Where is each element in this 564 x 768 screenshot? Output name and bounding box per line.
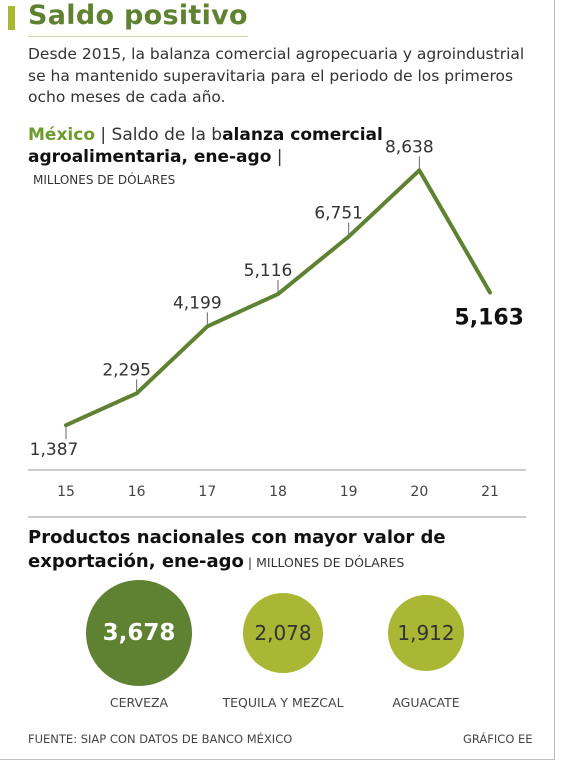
intro-text: Desde 2015, la balanza comercial agropec… [28,45,525,106]
page-title: Saldo positivo [28,0,248,31]
bubble-section-units: MILLONES DE DÓLARES [256,555,405,570]
line-chart-title: México | Saldo de la balanza comercial a… [28,124,548,168]
x-tick-label: 20 [410,484,428,500]
bubble-cerveza: 3,678 [86,580,192,686]
x-tick-label: 18 [269,484,287,500]
bubble-section-separator: | [243,555,257,570]
bubble-aguacate: 1,912 [387,594,465,672]
source-note: FUENTE: SIAP CON DATOS DE BANCO MÉXICO [28,732,293,746]
data-label: 2,295 [102,360,151,380]
line-chart: 15 16 17 18 19 20 21 1,387 2,295 4,199 5,116 6,751 8… [28,137,526,518]
bubble-value-label: 3,678 [102,620,176,646]
x-tick-label: 17 [198,484,216,500]
x-tick-label: 16 [128,484,146,500]
bubble-value-label: 1,912 [397,620,455,645]
data-label: 1,387 [30,440,79,460]
bubble-category-label: TEQUILA Y MEZCAL [222,695,344,710]
title-underline [28,36,248,37]
line-chart-title-bold: alanza comercial agroalimentaria, ene-ag… [28,125,383,167]
line-chart-title-light: Saldo de la b [111,125,223,145]
series-line [64,168,492,428]
data-label: 6,751 [314,204,363,224]
data-label: 8,638 [385,137,434,157]
graphic-credit: GRÁFICO EE [463,732,533,746]
line-chart-title-separator: | [95,125,112,145]
bubble-value-label: 2,078 [254,620,312,645]
bubble-category-label: AGUACATE [392,695,460,710]
x-tick-label: 19 [340,484,358,500]
line-chart-title-tail: | [271,147,283,167]
infographic-frame [0,0,555,760]
line-chart-title-country: México [28,125,95,145]
x-tick-label: 15 [57,484,75,500]
bubble-section-title-text: Productos nacionales con mayor valor de … [28,527,446,572]
data-label: 5,116 [244,261,293,281]
data-label: 4,199 [173,293,222,313]
line-chart-units: MILLONES DE DÓLARES [33,173,176,187]
bubble-category-label: CERVEZA [109,695,169,710]
data-label-last: 5,163 [454,305,524,330]
bubble-section-title: Productos nacionales con mayor valor de … [28,526,548,575]
x-tick-label: 21 [481,484,499,500]
bubble-tequila-y-mezcal: 2,078 [243,593,323,673]
title-accent-bar [8,6,15,30]
